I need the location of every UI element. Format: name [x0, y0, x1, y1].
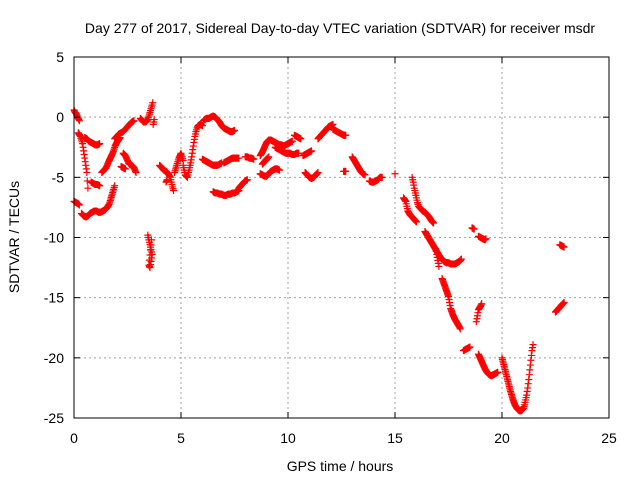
data-point	[482, 235, 490, 243]
data-point	[147, 236, 155, 244]
y-tick-label: -20	[44, 350, 64, 366]
data-point	[243, 176, 251, 184]
data-point	[288, 137, 296, 145]
data-point	[231, 126, 238, 134]
data-point	[75, 201, 83, 209]
data-point	[478, 300, 486, 308]
data-point	[560, 243, 568, 251]
data-point	[96, 182, 104, 190]
data-point	[250, 155, 258, 163]
y-tick-label: 5	[56, 49, 64, 65]
data-point	[314, 169, 322, 177]
data-point	[163, 176, 171, 184]
data-point	[132, 169, 140, 177]
y-tick-label: -25	[44, 410, 64, 426]
data-point	[121, 165, 129, 173]
axes: 0 5 10 15 20 25 5 0 -5 -10 -15 -20 -25	[44, 49, 617, 446]
x-tick-label: 5	[177, 430, 185, 446]
x-tick-label: 0	[70, 430, 78, 446]
data-point	[297, 135, 305, 143]
y-tick-label: -15	[44, 290, 64, 306]
y-tick-label: 0	[56, 109, 64, 125]
data-point	[235, 154, 243, 162]
data-point	[275, 166, 283, 174]
x-tick-label: 25	[601, 430, 617, 446]
chart-title: Day 277 of 2017, Sidereal Day-to-day VTE…	[85, 20, 595, 36]
data-point	[96, 140, 104, 148]
data-point	[430, 219, 438, 227]
data-point	[529, 341, 537, 349]
data-point	[378, 173, 386, 181]
data-point	[265, 153, 273, 161]
data-point	[391, 170, 399, 178]
data-point	[83, 177, 91, 185]
data-point	[198, 122, 206, 130]
y-tick-label: -5	[52, 169, 65, 185]
data-point	[150, 116, 158, 124]
x-tick-label: 20	[494, 430, 510, 446]
data-point	[457, 255, 465, 263]
data-point	[466, 343, 474, 351]
data-point	[170, 187, 178, 195]
x-axis-label: GPS time / hours	[287, 458, 394, 474]
data-point	[111, 182, 119, 190]
y-tick-label: -10	[44, 230, 64, 246]
data-point	[361, 171, 369, 179]
data-point	[83, 169, 91, 177]
grid-lines	[74, 57, 609, 418]
data-point	[75, 117, 83, 125]
data-point	[494, 368, 502, 376]
data-point	[295, 149, 303, 157]
data-point	[130, 117, 138, 125]
data-point	[342, 167, 350, 175]
data-point	[435, 262, 443, 270]
x-tick-label: 10	[280, 430, 296, 446]
data-point	[470, 225, 478, 233]
data-point	[342, 131, 350, 139]
y-axis-label: SDTVAR / TECUs	[6, 181, 22, 293]
data-point	[84, 184, 92, 192]
data-points	[70, 99, 568, 415]
data-point	[456, 325, 464, 333]
data-point	[149, 99, 157, 107]
data-point	[308, 147, 316, 155]
data-point	[560, 298, 568, 306]
x-tick-label: 15	[387, 430, 403, 446]
data-point	[412, 218, 420, 226]
